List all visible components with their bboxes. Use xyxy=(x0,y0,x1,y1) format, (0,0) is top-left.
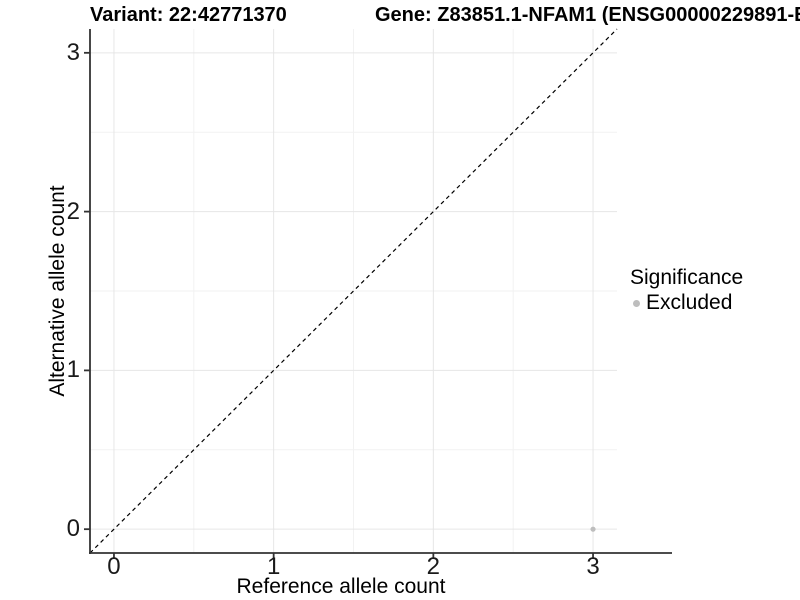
legend-title: Significance xyxy=(630,266,744,289)
x-tick-label: 2 xyxy=(426,553,441,580)
x-tick-label: 0 xyxy=(107,553,121,580)
legend-entry-excluded: Excluded xyxy=(630,291,743,315)
y-tick-label: 0 xyxy=(66,515,80,543)
y-tick-label: 1 xyxy=(66,356,80,384)
legend: Significance Excluded xyxy=(630,266,743,315)
y-tick-label: 2 xyxy=(66,197,80,225)
x-tick-label: 1 xyxy=(266,553,281,580)
x-axis-title: Reference allele count xyxy=(236,575,446,598)
y-axis-title: Alternative allele count xyxy=(46,185,69,397)
x-tick-label: 3 xyxy=(586,553,600,580)
legend-entry-label: Excluded xyxy=(646,291,733,314)
identity-reference-line xyxy=(89,28,618,554)
data-point xyxy=(590,526,596,532)
gene-title: Gene: Z83851.1-NFAM1 (ENSG00000229891-E xyxy=(375,4,800,26)
y-tick-label: 3 xyxy=(66,38,80,66)
variant-title: Variant: 22:42771370 xyxy=(90,4,287,26)
legend-key-dot-icon xyxy=(633,299,640,307)
